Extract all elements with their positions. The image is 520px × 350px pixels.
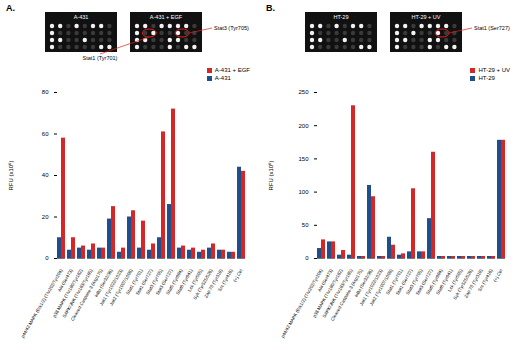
svg-text:Src (Tyr416): Src (Tyr416) bbox=[217, 268, 234, 292]
svg-text:60: 60 bbox=[42, 131, 49, 137]
svg-text:A-431: A-431 bbox=[74, 14, 89, 20]
svg-text:Stat3 (Ser727): Stat3 (Ser727) bbox=[154, 268, 174, 297]
html-text:HT-29 + UV: HT-29 + UV bbox=[478, 67, 510, 73]
svg-text:Stat1 (Ser727): Stat1 (Ser727) bbox=[474, 25, 510, 31]
svg-text:100: 100 bbox=[298, 189, 309, 195]
svg-text:Stat5 (Tyr694): Stat5 (Tyr694) bbox=[165, 268, 184, 296]
svg-text:Cleaved Caspase-3 (Asp175): Cleaved Caspase-3 (Asp175) bbox=[69, 268, 104, 322]
svg-text:Stat1 (Tyr701): Stat1 (Tyr701) bbox=[125, 268, 144, 296]
svg-text:200: 200 bbox=[298, 123, 309, 129]
svg-text:80: 80 bbox=[42, 89, 49, 95]
svg-text:Stat6 (Tyr641): Stat6 (Tyr641) bbox=[435, 268, 454, 296]
svg-text:p44/42 MAPK (Erk1/2) (Thr202/T: p44/42 MAPK (Erk1/2) (Thr202/Tyr204) bbox=[20, 268, 64, 339]
svg-text:HT-29 + UV: HT-29 + UV bbox=[412, 14, 441, 20]
svg-text:HT-29: HT-29 bbox=[334, 14, 349, 20]
svg-text:p38 MAPK (Thr180/Tyr182): p38 MAPK (Thr180/Tyr182) bbox=[311, 268, 344, 319]
svg-text:40: 40 bbox=[42, 172, 49, 178]
html-text:A-431 + EGF: A-431 + EGF bbox=[214, 67, 250, 73]
svg-text:Jak1 (Tyr1022/1023): Jak1 (Tyr1022/1023) bbox=[98, 268, 124, 307]
svg-text:Stat3 (Ser727): Stat3 (Ser727) bbox=[414, 268, 434, 297]
svg-text:RFU (x10⁶): RFU (x10⁶) bbox=[268, 160, 274, 190]
svg-text:50: 50 bbox=[302, 222, 309, 228]
svg-text:Syk (Tyr525/526): Syk (Tyr525/526) bbox=[192, 268, 214, 301]
svg-text:Stat5 (Tyr694): Stat5 (Tyr694) bbox=[425, 268, 444, 296]
svg-text:Zap-70 (Tyr319): Zap-70 (Tyr319) bbox=[203, 268, 224, 299]
svg-text:Src (Tyr416): Src (Tyr416) bbox=[477, 268, 494, 292]
svg-text:RFU (x10⁶): RFU (x10⁶) bbox=[8, 160, 14, 190]
svg-text:Stat1 (Tyr701): Stat1 (Tyr701) bbox=[83, 55, 118, 61]
svg-text:Lck (Tyr505): Lck (Tyr505) bbox=[446, 268, 464, 293]
svg-text:Stat3 (Tyr705): Stat3 (Tyr705) bbox=[214, 25, 249, 31]
svg-text:Stat3 (Tyr705): Stat3 (Tyr705) bbox=[405, 268, 424, 296]
svg-text:(+) Ctrl: (+) Ctrl bbox=[492, 268, 503, 283]
svg-text:p38 MAPK (Thr180/Tyr182): p38 MAPK (Thr180/Tyr182) bbox=[51, 268, 84, 319]
html-text:B.: B. bbox=[266, 3, 275, 13]
svg-text:Lck (Tyr505): Lck (Tyr505) bbox=[186, 268, 204, 293]
svg-text:(+) Ctrl: (+) Ctrl bbox=[232, 268, 243, 283]
svg-text:Zap-70 (Tyr319): Zap-70 (Tyr319) bbox=[463, 268, 484, 299]
html-text:A-431: A-431 bbox=[214, 75, 231, 81]
html-text:A.: A. bbox=[6, 3, 15, 13]
svg-text:Akt (Ser473): Akt (Ser473) bbox=[56, 268, 74, 293]
svg-text:Syk (Tyr525/526): Syk (Tyr525/526) bbox=[452, 268, 474, 301]
svg-text:Cleaved Caspase-3 (Asp175): Cleaved Caspase-3 (Asp175) bbox=[329, 268, 364, 322]
svg-text:Akt (Ser473): Akt (Ser473) bbox=[316, 268, 334, 293]
svg-text:Stat1 (Tyr701): Stat1 (Tyr701) bbox=[385, 268, 404, 296]
svg-text:150: 150 bbox=[298, 156, 309, 162]
svg-text:250: 250 bbox=[298, 89, 309, 95]
svg-text:A-431 + EGF: A-431 + EGF bbox=[150, 14, 183, 20]
svg-text:IκBα (Ser32/36): IκBα (Ser32/36) bbox=[93, 268, 114, 299]
svg-text:0: 0 bbox=[45, 255, 49, 261]
svg-text:Stat3 (Tyr705): Stat3 (Tyr705) bbox=[145, 268, 164, 296]
svg-text:Stat6 (Tyr641): Stat6 (Tyr641) bbox=[175, 268, 194, 296]
svg-text:Jak2 (Tyr1007/1008): Jak2 (Tyr1007/1008) bbox=[368, 268, 394, 307]
svg-text:SAPK/JNK (Thr183/Tyr185): SAPK/JNK (Thr183/Tyr185) bbox=[321, 268, 354, 319]
svg-text:Stat1 (Ser727): Stat1 (Ser727) bbox=[134, 268, 154, 297]
svg-text:Stat1 (Ser727): Stat1 (Ser727) bbox=[394, 268, 414, 297]
svg-text:IκBα (Ser32/36): IκBα (Ser32/36) bbox=[353, 268, 374, 299]
html-text:HT-29: HT-29 bbox=[478, 75, 495, 81]
svg-text:p44/42 MAPK (Erk1/2) (Thr202/T: p44/42 MAPK (Erk1/2) (Thr202/Tyr204) bbox=[280, 268, 324, 339]
svg-text:0: 0 bbox=[305, 255, 309, 261]
svg-text:20: 20 bbox=[42, 214, 49, 220]
svg-text:Jak2 (Tyr1007/1008): Jak2 (Tyr1007/1008) bbox=[108, 268, 134, 307]
svg-text:SAPK/JNK (Thr183/Tyr185): SAPK/JNK (Thr183/Tyr185) bbox=[61, 268, 94, 319]
svg-text:Jak1 (Tyr1022/1023): Jak1 (Tyr1022/1023) bbox=[358, 268, 384, 307]
